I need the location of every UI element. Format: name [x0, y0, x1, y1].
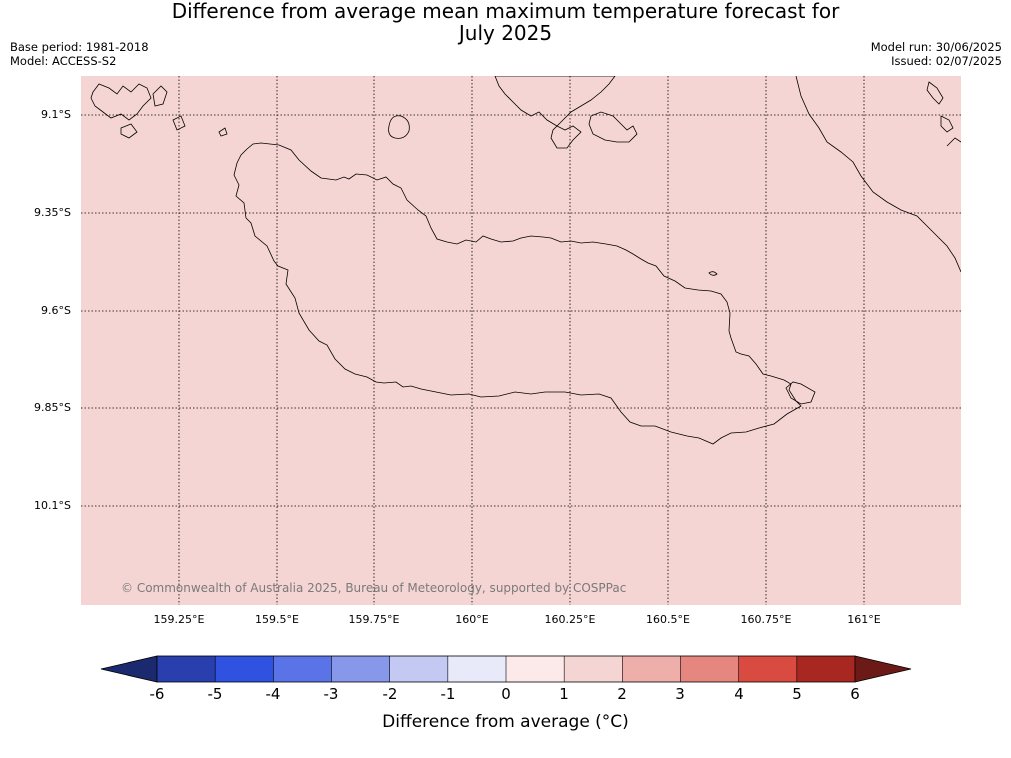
map-background	[81, 76, 961, 605]
colorbar-title: Difference from average (°C)	[382, 712, 629, 732]
coastline-guadalcanal	[233, 142, 802, 445]
colorbar-segment	[215, 656, 274, 682]
lon-tick-label: 161°E	[847, 613, 881, 626]
colorbar-label: -4	[265, 685, 281, 703]
colorbar-segment	[564, 656, 623, 682]
colorbar-frame	[156, 655, 856, 683]
coastline-nw-islet-4	[218, 127, 228, 137]
gridlines	[81, 76, 961, 605]
colorbar-segments	[157, 656, 856, 682]
copyright-notice: © Commonwealth of Australia 2025, Bureau…	[121, 581, 627, 595]
coastline-ne-islands	[926, 81, 961, 147]
coastline-nw-islet-3	[172, 115, 186, 131]
colorbar-label: 1	[559, 685, 569, 703]
lon-tick-label: 159.5°E	[255, 613, 299, 626]
coastline-florida-east	[588, 111, 638, 143]
colorbar-segment	[796, 656, 856, 682]
lat-tick-label: 10.1°S	[34, 499, 71, 512]
lon-tick-label: 160.75°E	[740, 613, 792, 626]
colorbar-label: -2	[382, 685, 398, 703]
colorbar-label: 4	[734, 685, 744, 703]
colorbar-segment	[331, 656, 391, 682]
colorbar-segment	[273, 656, 332, 682]
colorbar-high-extend	[854, 655, 912, 683]
lon-tick-label: 160.25°E	[544, 613, 596, 626]
model-name: Model: ACCESS-S2	[10, 54, 117, 68]
colorbar-label: -1	[440, 685, 456, 703]
lat-tick-label: 9.6°S	[41, 304, 71, 317]
colorbar-label: -3	[323, 685, 339, 703]
colorbar	[100, 655, 912, 683]
coastline-nw-islet-1	[120, 123, 138, 139]
meta-left: Base period: 1981-2018 Model: ACCESS-S2	[10, 40, 149, 68]
coastline-islet-small	[708, 271, 718, 276]
title-line-1: Difference from average mean maximum tem…	[171, 0, 840, 23]
lat-tick-label: 9.35°S	[34, 206, 71, 219]
lon-tick-label: 160°E	[455, 613, 489, 626]
colorbar-segment	[506, 656, 565, 682]
coastlines	[90, 76, 961, 445]
colorbar-segment	[389, 656, 449, 682]
chart-title: Difference from average mean maximum tem…	[0, 0, 1011, 44]
issued-date: Issued: 02/07/2025	[891, 54, 1002, 68]
colorbar-label: 0	[501, 685, 511, 703]
colorbar-segment	[622, 656, 681, 682]
colorbar-low-extend	[100, 655, 158, 683]
colorbar-segment	[157, 656, 216, 682]
colorbar-label: 2	[617, 685, 627, 703]
colorbar-label: 3	[675, 685, 685, 703]
colorbar-label: 5	[792, 685, 802, 703]
colorbar-segment	[447, 656, 507, 682]
colorbar-label: 6	[850, 685, 860, 703]
map	[81, 76, 961, 605]
model-run: Model run: 30/06/2025	[870, 40, 1002, 54]
colorbar-segment	[738, 656, 798, 682]
coastline-malaita	[795, 76, 961, 273]
lon-tick-label: 159.25°E	[153, 613, 205, 626]
colorbar-segment	[680, 656, 740, 682]
coastline-nw-islet-2	[152, 85, 168, 107]
colorbar-label: -6	[149, 685, 165, 703]
lon-tick-label: 160.5°E	[646, 613, 690, 626]
coastline-east-islets	[785, 381, 816, 405]
colorbar-label: -5	[207, 685, 223, 703]
meta-right: Model run: 30/06/2025 Issued: 02/07/2025	[871, 40, 1002, 68]
lat-tick-label: 9.1°S	[41, 108, 71, 121]
coastline-florida-islands	[494, 76, 616, 149]
title-line-2: July 2025	[458, 21, 553, 45]
coastline-nw-islands	[90, 83, 152, 121]
lon-tick-label: 159.75°E	[348, 613, 400, 626]
base-period: Base period: 1981-2018	[10, 40, 149, 54]
lat-tick-label: 9.85°S	[34, 401, 71, 414]
coastline-savo-island	[388, 115, 410, 139]
